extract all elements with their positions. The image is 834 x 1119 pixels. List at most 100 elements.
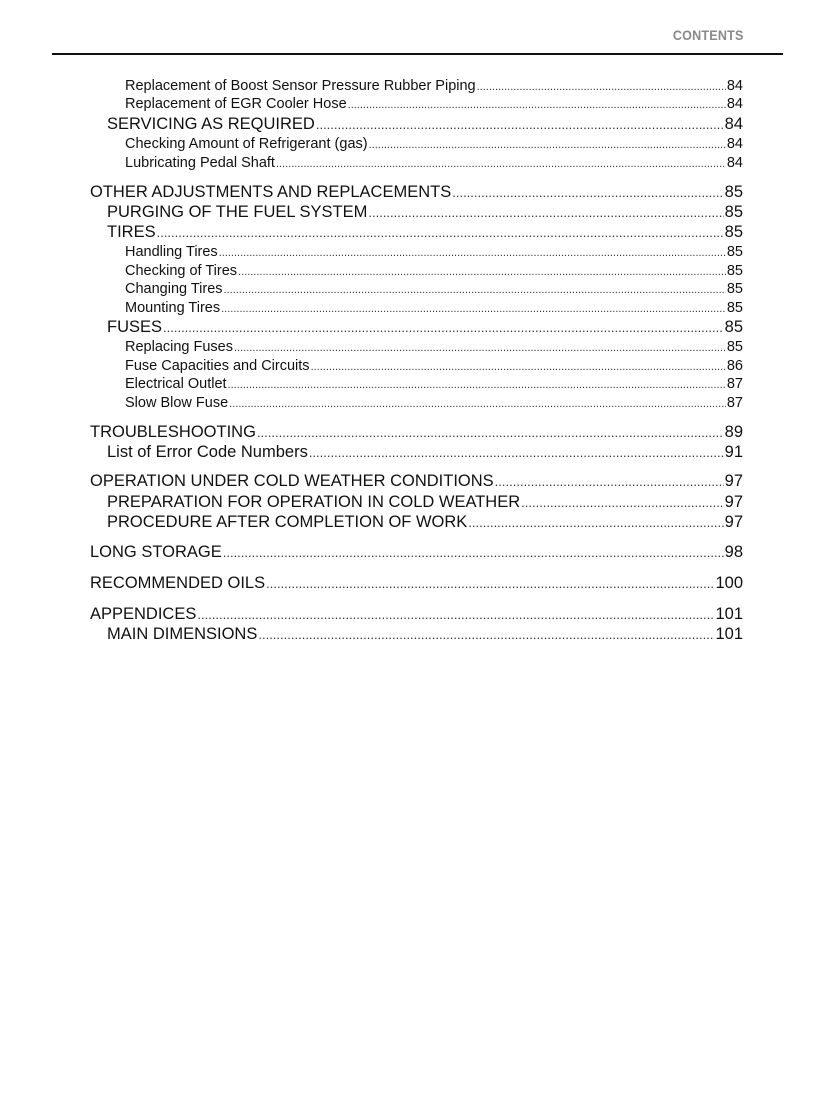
dot-leader (197, 607, 714, 622)
toc-entry-title: Fuse Capacities and Circuits (125, 358, 310, 374)
toc-entry-title: Replacing Fuses (125, 339, 233, 355)
toc-entry-page: 86 (726, 358, 743, 374)
toc-entry-page: 85 (726, 339, 743, 355)
toc-entry[interactable]: OTHER ADJUSTMENTS AND REPLACEMENTS 85 (90, 183, 743, 202)
toc-entry[interactable]: FUSES 85 (107, 318, 743, 337)
dot-leader (477, 81, 726, 93)
toc-entry[interactable]: Checking of Tires 85 (125, 263, 743, 279)
dot-leader (316, 117, 724, 132)
dot-leader (157, 225, 724, 240)
toc-entry[interactable]: Replacing Fuses 85 (125, 339, 743, 355)
toc-entry[interactable]: Fuse Capacities and Circuits 86 (125, 358, 743, 374)
dot-leader (276, 158, 726, 170)
toc-entry-title: PREPARATION FOR OPERATION IN COLD WEATHE… (107, 493, 521, 511)
dot-leader (258, 627, 714, 642)
toc-entry-title: FUSES (107, 318, 163, 336)
toc-entry-title: OPERATION UNDER COLD WEATHER CONDITIONS (90, 472, 494, 490)
toc-entry-title: TIRES (107, 223, 156, 241)
toc-entry-title: Slow Blow Fuse (125, 395, 229, 411)
toc-entry[interactable]: LONG STORAGE 98 (90, 543, 743, 562)
toc-entry[interactable]: Handling Tires 85 (125, 244, 743, 260)
dot-leader (468, 515, 723, 530)
toc-entry[interactable]: Changing Tires 85 (125, 281, 743, 297)
toc-entry-page: 87 (726, 376, 743, 392)
toc-entry[interactable]: Lubricating Pedal Shaft 84 (125, 155, 743, 171)
toc-entry-page: 85 (724, 183, 743, 201)
toc-entry[interactable]: TIRES 85 (107, 223, 743, 242)
toc-entry-title: PURGING OF THE FUEL SYSTEM (107, 203, 368, 221)
toc-entry-title: LONG STORAGE (90, 543, 222, 561)
toc-entry-title: Mounting Tires (125, 300, 221, 316)
toc-entry-title: RECOMMENDED OILS (90, 574, 266, 592)
toc-entry-page: 87 (726, 395, 743, 411)
toc-entry[interactable]: APPENDICES 101 (90, 605, 743, 624)
toc-entry-page: 85 (724, 203, 743, 221)
dot-leader (219, 247, 726, 259)
dot-leader (229, 398, 726, 410)
toc-entry-page: 85 (726, 281, 743, 297)
toc-entry-title: Checking of Tires (125, 263, 238, 279)
dot-leader (311, 361, 726, 373)
toc-entry-page: 84 (724, 115, 743, 133)
toc-entry-title: Changing Tires (125, 281, 223, 297)
toc-entry-page: 100 (715, 574, 743, 592)
dot-leader (495, 474, 724, 489)
toc-entry-title: Checking Amount of Refrigerant (gas) (125, 136, 368, 152)
dot-leader (223, 545, 724, 560)
toc-entry[interactable]: TROUBLESHOOTING 89 (90, 423, 743, 442)
toc-entry-title: List of Error Code Numbers (107, 443, 308, 461)
toc-entry-page: 98 (724, 543, 743, 561)
toc-entry[interactable]: PREPARATION FOR OPERATION IN COLD WEATHE… (107, 493, 743, 512)
toc-entry-page: 101 (715, 605, 743, 623)
toc-entry-title: Electrical Outlet (125, 376, 227, 392)
toc-entry[interactable]: Replacement of EGR Cooler Hose 84 (125, 96, 743, 112)
dot-leader (369, 139, 726, 151)
toc-entry-page: 85 (726, 300, 743, 316)
dot-leader (368, 205, 723, 220)
toc-entry-title: OTHER ADJUSTMENTS AND REPLACEMENTS (90, 183, 452, 201)
toc-entry[interactable]: List of Error Code Numbers 91 (107, 443, 743, 462)
dot-leader (521, 495, 723, 510)
toc-entry-page: 89 (724, 423, 743, 441)
dot-leader (224, 284, 726, 296)
toc-entry-page: 97 (724, 513, 743, 531)
toc-entry-page: 91 (724, 443, 743, 461)
toc-entry-page: 85 (724, 318, 743, 336)
toc-entry[interactable]: OPERATION UNDER COLD WEATHER CONDITIONS 9… (90, 472, 743, 491)
toc-entry-page: 84 (726, 155, 743, 171)
toc-entry[interactable]: Electrical Outlet 87 (125, 376, 743, 392)
toc-entry-page: 84 (726, 78, 743, 94)
toc-entry-title: PROCEDURE AFTER COMPLETION OF WORK (107, 513, 468, 531)
dot-leader (266, 576, 714, 591)
dot-leader (238, 266, 726, 278)
toc-entry-page: 85 (726, 263, 743, 279)
toc-entry-title: APPENDICES (90, 605, 197, 623)
toc-entry-page: 85 (724, 223, 743, 241)
toc-entry-title: TROUBLESHOOTING (90, 423, 256, 441)
toc-entry[interactable]: SERVICING AS REQUIRED 84 (107, 115, 743, 134)
toc-entry[interactable]: PURGING OF THE FUEL SYSTEM 85 (107, 203, 743, 222)
toc-entry[interactable]: MAIN DIMENSIONS 101 (107, 625, 743, 644)
dot-leader (452, 185, 723, 200)
dot-leader (228, 379, 726, 391)
dot-leader (309, 445, 724, 460)
toc-entry-title: Replacement of Boost Sensor Pressure Rub… (125, 78, 476, 94)
toc-entry-title: Handling Tires (125, 244, 218, 260)
toc-entry[interactable]: Mounting Tires 85 (125, 300, 743, 316)
toc-entry-title: Lubricating Pedal Shaft (125, 155, 275, 171)
toc-entry[interactable]: Replacement of Boost Sensor Pressure Rub… (125, 78, 743, 94)
toc-entry[interactable]: Slow Blow Fuse 87 (125, 395, 743, 411)
dot-leader (163, 320, 724, 335)
toc-entry[interactable]: PROCEDURE AFTER COMPLETION OF WORK 97 (107, 513, 743, 532)
toc-entry-title: MAIN DIMENSIONS (107, 625, 258, 643)
running-header: CONTENTS (673, 27, 744, 43)
dot-leader (257, 425, 724, 440)
toc-entry-page: 84 (726, 136, 743, 152)
toc-entry-page: 97 (724, 493, 743, 511)
toc-entry-page: 101 (715, 625, 743, 643)
toc-entry-page: 97 (724, 472, 743, 490)
dot-leader (221, 303, 726, 315)
dot-leader (348, 99, 726, 111)
toc-entry[interactable]: Checking Amount of Refrigerant (gas) 84 (125, 136, 743, 152)
toc-entry[interactable]: RECOMMENDED OILS 100 (90, 574, 743, 593)
